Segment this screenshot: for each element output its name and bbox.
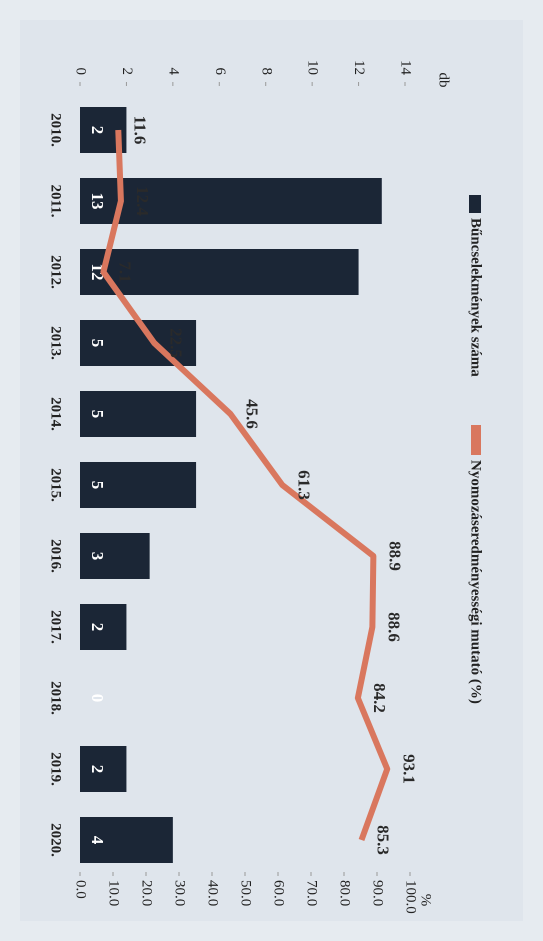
y2-tick-label: 70.0 — [304, 880, 320, 906]
bar-label: 4 — [88, 836, 107, 845]
x-tick-label: 2011. — [48, 185, 64, 218]
x-tick-label: 2013. — [48, 326, 64, 360]
bar — [80, 178, 382, 224]
bar-label: 5 — [88, 339, 107, 348]
rotated-chart: db % 0 2 4 6 8 10 12 14 0.0 10.0 20.0 30.0 40.0 50.0 6… — [48, 60, 484, 914]
x-tick-label: 2018. — [48, 681, 64, 715]
legend-swatch — [471, 425, 481, 455]
x-tick-label: 2014. — [48, 397, 64, 431]
bar-label: 2 — [88, 623, 107, 632]
bar-label: 3 — [88, 552, 107, 561]
y2-axis-title: % — [418, 894, 434, 907]
line-label: 7.1 — [116, 261, 135, 282]
x-tick-label: 2015. — [48, 468, 64, 502]
y2-tick-label: 60.0 — [271, 880, 287, 906]
y-tick-label: 14 — [398, 60, 414, 76]
line-label: 85.3 — [374, 825, 393, 855]
y-tick-label: 2 — [119, 68, 135, 76]
legend-swatch — [469, 195, 481, 213]
bar — [80, 817, 173, 863]
line-label: 22.5 — [166, 328, 185, 358]
bar-label: 2 — [88, 765, 107, 774]
line-label: 11.6 — [130, 116, 149, 145]
bar — [79, 249, 359, 295]
line-label: 88.9 — [385, 541, 404, 571]
legend-label: Nyomozáseredményességi mutató (%) — [468, 460, 484, 704]
y2-tick-label: 10.0 — [106, 880, 122, 906]
line-label: 61.3 — [294, 470, 313, 500]
y2-tick-label: 50.0 — [238, 880, 254, 906]
y2-tick-label: 80.0 — [337, 880, 353, 906]
bar — [80, 391, 197, 437]
x-tick-label: 2016. — [48, 539, 64, 573]
y2-tick-label: 30.0 — [172, 880, 188, 906]
bar-label: 5 — [88, 481, 107, 490]
y2-tick-label: 0.0 — [73, 880, 89, 899]
y-axis-title: db — [436, 73, 452, 88]
bar — [79, 107, 127, 153]
y-tick-label: 8 — [258, 68, 274, 76]
bar-label: 13 — [88, 193, 107, 210]
y-tick-label: 4 — [165, 68, 181, 76]
x-tick-label: 2012. — [48, 255, 64, 289]
line-label: 93.1 — [399, 754, 418, 784]
line — [100, 129, 391, 842]
line-label: 45.6 — [243, 399, 262, 429]
bar-label: 5 — [88, 410, 107, 419]
line-label: 84.2 — [370, 683, 389, 713]
y2-tick-label: 40.0 — [205, 880, 221, 906]
bar — [79, 746, 127, 792]
bar-label: 2 — [88, 126, 107, 135]
legend-label: Bűncselekmények száma — [468, 218, 484, 377]
bar-label: 0 — [88, 694, 107, 703]
bar — [79, 533, 150, 579]
x-tick-label: 2017. — [48, 610, 64, 644]
x-tick-label: 2019. — [48, 752, 64, 786]
y2-tick-label: 100.0 — [403, 880, 419, 914]
line-label: 12.4 — [133, 186, 152, 216]
bar — [80, 462, 197, 508]
x-tick-label: 2010. — [48, 113, 64, 147]
y-tick-label: 0 — [73, 68, 89, 76]
y-tick-label: 12 — [351, 60, 367, 75]
y-tick-label: 10 — [305, 60, 321, 75]
y2-tick-label: 90.0 — [370, 880, 386, 906]
line-label: 88.6 — [384, 612, 403, 642]
y-tick-label: 6 — [212, 68, 228, 76]
x-tick-label: 2020. — [48, 823, 64, 857]
bar — [79, 604, 127, 650]
y2-tick-label: 20.0 — [139, 880, 155, 906]
